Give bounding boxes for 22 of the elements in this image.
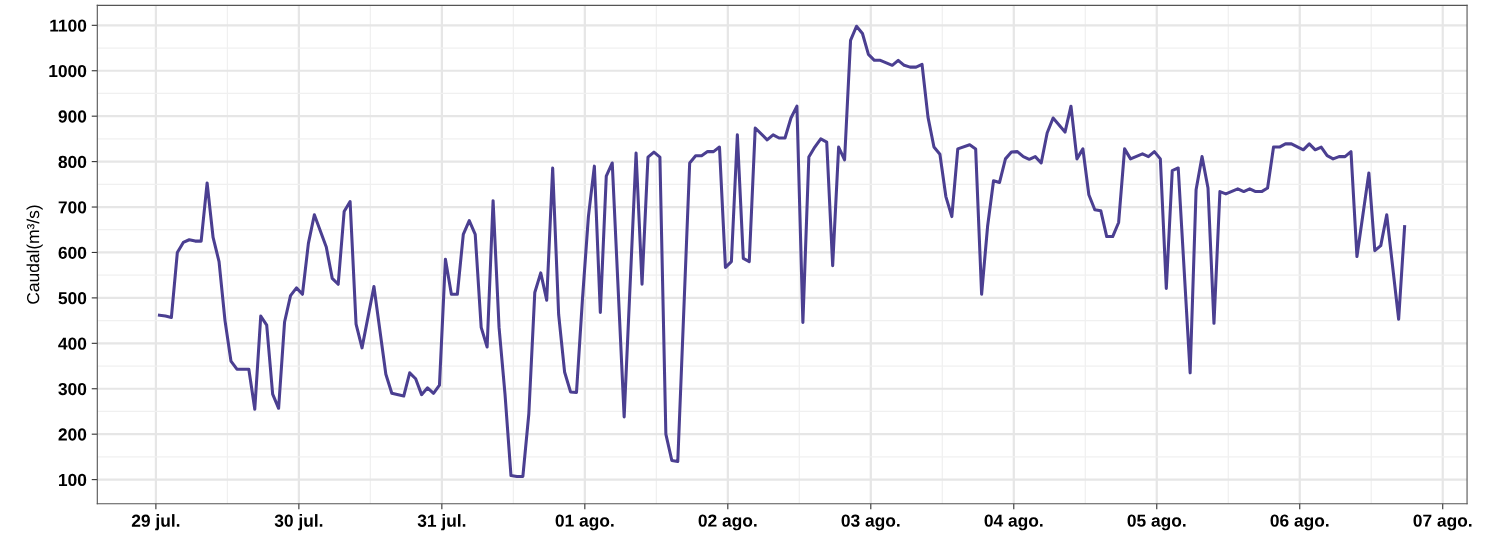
y-tick-label: 500: [58, 292, 87, 305]
y-tick-label: 300: [58, 382, 87, 396]
x-tick-label: 03 ago.: [841, 514, 900, 531]
y-tick-label: 700: [58, 201, 87, 214]
y-tick-label: 600: [58, 246, 87, 259]
x-tick-label: 29 jul.: [131, 514, 180, 531]
y-tick-label: 1000: [49, 64, 87, 78]
y-tick-label: 200: [58, 428, 87, 441]
x-tick-label: 02 ago.: [698, 514, 757, 531]
x-tick-label: 05 ago.: [1127, 514, 1186, 531]
y-tick-label: 800: [58, 155, 87, 169]
x-tick-label: 31 jul.: [417, 514, 466, 531]
y-tick-label: 400: [58, 337, 87, 350]
x-tick-label: 04 ago.: [984, 514, 1043, 531]
x-tick-label: 07 ago.: [1413, 514, 1472, 531]
y-tick-label: 100: [59, 473, 87, 487]
y-axis-title: Caudal(m³/s): [26, 205, 43, 304]
y-tick-label: 900: [58, 110, 87, 123]
x-tick-label: 30 jul.: [274, 514, 323, 531]
x-tick-label: 01 ago.: [555, 514, 614, 531]
x-tick-label: 06 ago.: [1270, 514, 1329, 531]
y-tick-label: 1100: [50, 19, 87, 32]
